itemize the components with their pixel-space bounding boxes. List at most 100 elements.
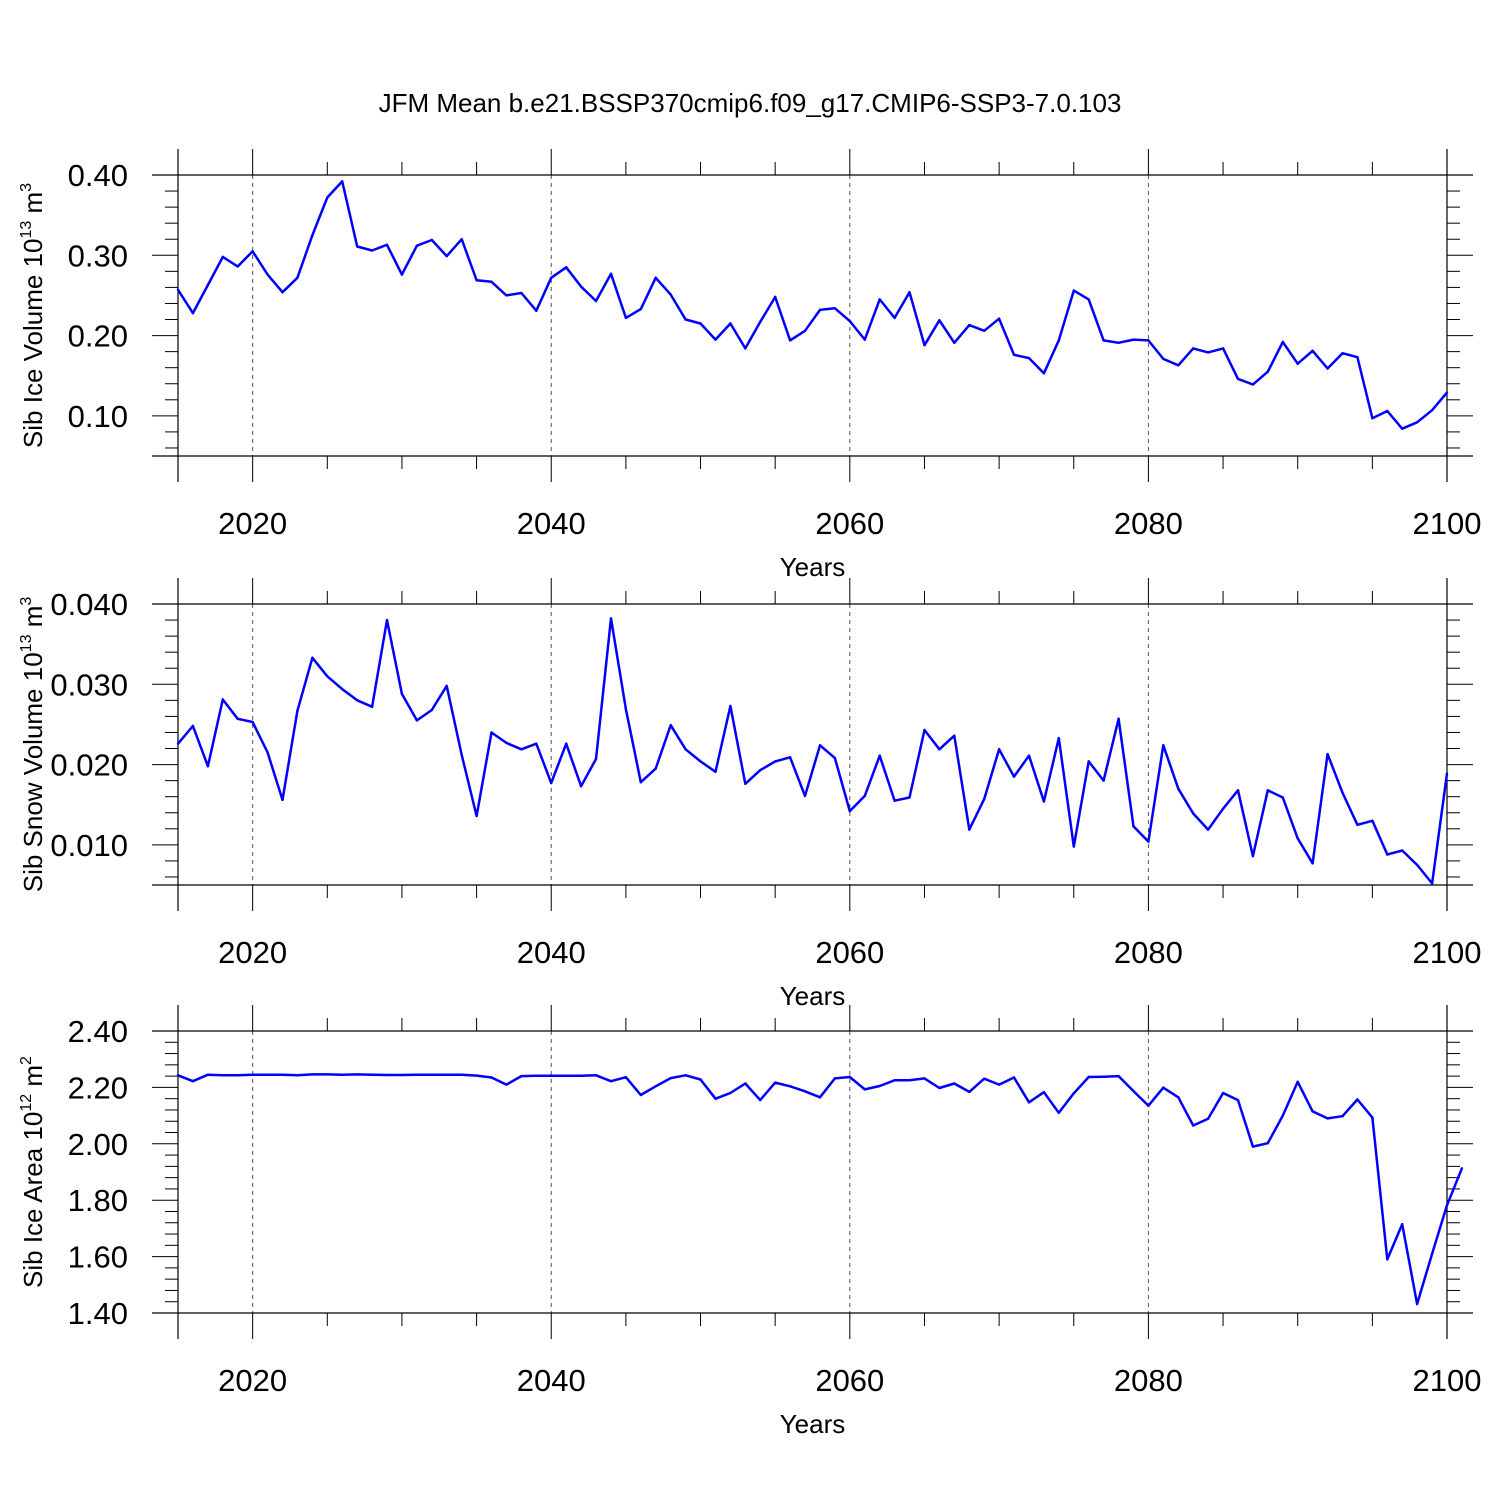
data-point xyxy=(176,288,180,291)
data-point xyxy=(236,717,239,720)
data-point xyxy=(594,299,598,303)
data-point xyxy=(1102,339,1105,342)
data-point xyxy=(191,1080,195,1083)
data-point xyxy=(878,298,881,301)
data-point xyxy=(1386,409,1389,413)
data-point xyxy=(1177,1096,1180,1099)
data-point xyxy=(535,309,538,312)
data-point xyxy=(594,1074,598,1077)
data-point xyxy=(251,250,254,253)
data-point xyxy=(893,316,896,320)
data-point xyxy=(1027,754,1031,757)
data-point xyxy=(1087,1075,1090,1079)
data-point xyxy=(1415,1302,1419,1306)
y-axis-label-exponent: 13 xyxy=(18,221,35,239)
data-point xyxy=(1102,1075,1105,1078)
data-point xyxy=(1192,812,1195,815)
data-point xyxy=(430,708,433,712)
y-axis-label-main: Sib Ice Volume 10 xyxy=(18,239,48,449)
data-point xyxy=(1072,1092,1076,1095)
data-point xyxy=(803,1090,807,1093)
data-point xyxy=(565,266,568,269)
data-point xyxy=(430,1073,433,1076)
data-point xyxy=(997,748,1001,751)
data-point xyxy=(1162,357,1165,361)
data-point xyxy=(341,1073,344,1076)
data-point xyxy=(744,1082,747,1085)
data-point xyxy=(296,1074,299,1077)
data-point xyxy=(1072,845,1076,848)
data-point xyxy=(938,748,941,751)
data-point xyxy=(1027,356,1031,360)
y-tick-label: 0.30 xyxy=(68,238,128,273)
data-point xyxy=(938,319,941,322)
y-tick-label: 0.030 xyxy=(50,667,128,702)
data-point xyxy=(266,273,269,276)
data-point xyxy=(400,1073,404,1077)
data-point xyxy=(1445,772,1449,775)
data-point xyxy=(370,249,374,252)
y-tick-label: 0.040 xyxy=(50,587,128,622)
x-tick-label: 2040 xyxy=(517,935,586,970)
data-point xyxy=(1057,1111,1061,1115)
data-point xyxy=(968,1090,971,1094)
y-tick-label: 2.40 xyxy=(68,1014,128,1049)
data-point xyxy=(624,316,628,320)
data-point xyxy=(1311,1110,1314,1113)
data-point xyxy=(1221,347,1225,350)
y-tick-label: 0.010 xyxy=(50,828,128,863)
y-axis-label-unit-exponent: 3 xyxy=(18,183,35,192)
data-point xyxy=(1445,391,1449,394)
data-point xyxy=(1341,1115,1344,1118)
data-point xyxy=(579,785,583,788)
data-point xyxy=(923,1077,926,1080)
data-point xyxy=(415,244,419,247)
chart-title: JFM Mean b.e21.BSSP370cmip6.f09_g17.CMIP… xyxy=(379,88,1122,118)
data-point xyxy=(1027,1101,1031,1104)
data-point xyxy=(1177,787,1180,790)
data-point xyxy=(356,245,359,248)
data-point xyxy=(714,1097,717,1100)
data-point xyxy=(1296,362,1299,365)
data-point xyxy=(684,318,687,321)
data-point xyxy=(908,291,911,294)
data-point xyxy=(236,265,239,268)
data-point xyxy=(1401,427,1404,430)
data-point xyxy=(356,1073,359,1076)
data-point xyxy=(400,273,404,276)
data-point xyxy=(1012,775,1016,778)
data-point xyxy=(818,308,822,312)
data-point xyxy=(997,1083,1001,1086)
data-point xyxy=(400,692,404,696)
data-point xyxy=(1087,298,1090,301)
data-point xyxy=(714,338,717,341)
data-point xyxy=(983,797,986,801)
data-point xyxy=(1206,351,1210,354)
data-point xyxy=(311,656,314,659)
y-axis-label-main: Sib Snow Volume 10 xyxy=(18,652,48,892)
data-point xyxy=(1057,736,1061,740)
data-point xyxy=(281,798,284,802)
y-axis-label-unit: m xyxy=(18,1065,48,1094)
data-point xyxy=(729,704,732,708)
data-point xyxy=(863,794,866,798)
x-tick-label: 2060 xyxy=(815,1363,884,1398)
data-point xyxy=(535,1074,538,1078)
data-point xyxy=(281,1073,284,1076)
data-point xyxy=(1132,1089,1135,1093)
data-point xyxy=(1117,341,1120,344)
data-point xyxy=(460,1073,463,1076)
data-point xyxy=(953,1082,956,1085)
data-point xyxy=(1057,339,1061,342)
data-point xyxy=(699,1078,702,1081)
data-point xyxy=(385,1073,389,1077)
data-point xyxy=(729,1091,732,1095)
data-point xyxy=(296,709,299,712)
data-point xyxy=(1371,417,1374,420)
data-point xyxy=(221,255,224,259)
data-point xyxy=(669,724,672,727)
data-point xyxy=(1460,1167,1464,1170)
data-point xyxy=(1415,863,1419,867)
data-point xyxy=(729,322,732,325)
